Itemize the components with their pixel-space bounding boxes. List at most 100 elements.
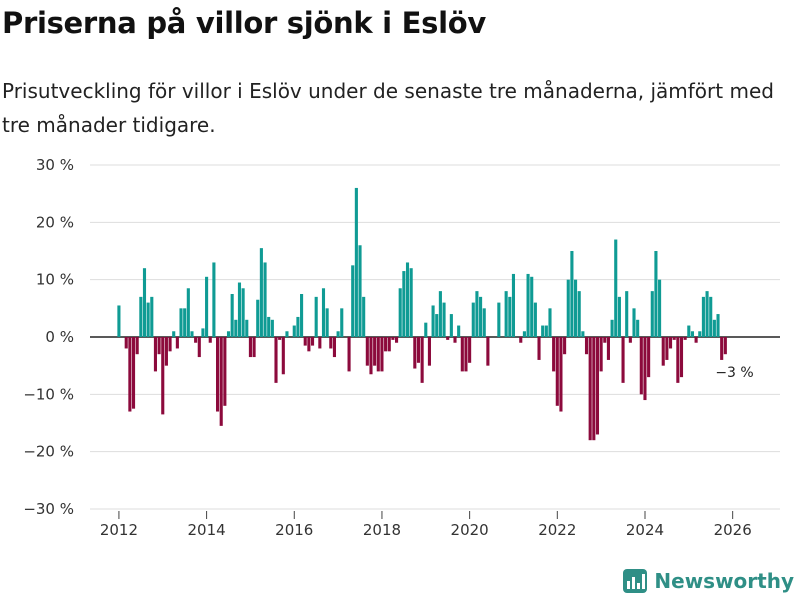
bar [544,325,548,337]
bar [665,337,669,360]
bar [449,314,453,337]
bar [471,302,475,337]
bar [300,294,304,337]
bar [117,305,121,337]
bar [486,337,490,366]
bar [563,337,567,355]
bar [310,337,315,346]
bar [281,337,285,375]
bar [438,291,442,337]
bar [358,245,362,337]
bar [216,337,220,412]
bar [230,294,234,337]
bar [599,337,603,372]
bar [574,279,578,337]
x-tick-label: 2016 [275,521,313,539]
bar [479,296,483,337]
bar [376,337,380,372]
bar [650,291,654,337]
bar [329,337,333,349]
bar [636,319,640,337]
y-tick-label: −20 % [23,443,74,461]
bar [420,337,424,383]
bar [446,337,450,340]
bar [219,337,223,426]
bar [497,302,501,337]
bar [504,291,508,337]
bar [595,337,600,435]
bar [332,337,337,358]
bar [552,337,556,372]
bar [380,337,384,372]
bar [460,337,464,372]
y-tick-label: −10 % [23,385,74,403]
bar [614,239,618,337]
bar [621,337,625,383]
bar [384,337,388,352]
bar [237,282,242,337]
x-tick-label: 2018 [363,521,401,539]
bar [442,302,446,337]
bar [453,337,457,343]
bar [146,302,150,337]
bar [701,296,705,337]
bar [427,337,431,366]
bar [398,288,402,337]
chart-title: Priserna på villor sjönk i Eslöv [2,6,486,40]
bar [676,337,680,383]
bar [248,337,252,358]
bar [139,296,143,337]
bar [161,337,165,415]
bar [142,268,147,337]
bar [413,337,417,369]
bar [537,337,541,360]
bar [292,325,296,337]
x-tick-label: 2024 [626,521,664,539]
bar [592,337,596,441]
bar [475,291,479,337]
bar [603,337,607,343]
bar [278,337,282,340]
bar [570,251,574,337]
bar [511,273,516,337]
bar [468,337,472,363]
x-axis-ticks: 2012 2014 2016 2018 2020 2022 2024 2026 [100,511,752,539]
bar [314,296,318,337]
y-axis-labels: 30 % 20 % 10 % 0 % −10 % −20 % −30 % [23,156,74,518]
y-tick-label: 0 % [45,328,74,346]
bar [285,331,289,337]
bars [117,187,727,441]
bar [541,325,545,337]
bar [124,337,128,349]
bar [654,251,658,337]
bar [566,279,570,337]
bar-chart-logo-icon [623,569,648,593]
bar [347,337,351,372]
bar [694,337,698,343]
bar [128,337,132,412]
bar [164,337,168,366]
bar [168,337,172,352]
x-tick-label: 2014 [188,521,226,539]
bar [577,291,581,337]
bar [241,288,245,337]
y-tick-label: 30 % [36,156,74,174]
bar [720,337,724,360]
bar [658,279,662,337]
bar [533,302,537,337]
bar [245,319,249,337]
bar [252,337,256,358]
bar [131,337,136,409]
bar [303,337,307,346]
brand-name: Newsworthy [654,569,794,593]
bar [150,296,154,337]
bar [307,337,311,352]
bar [632,308,636,337]
bar [639,337,643,395]
bar [395,337,399,343]
y-tick-label: −30 % [23,500,74,518]
bar [201,328,205,337]
bar [683,337,687,340]
bar [336,331,340,337]
bar [424,322,428,337]
